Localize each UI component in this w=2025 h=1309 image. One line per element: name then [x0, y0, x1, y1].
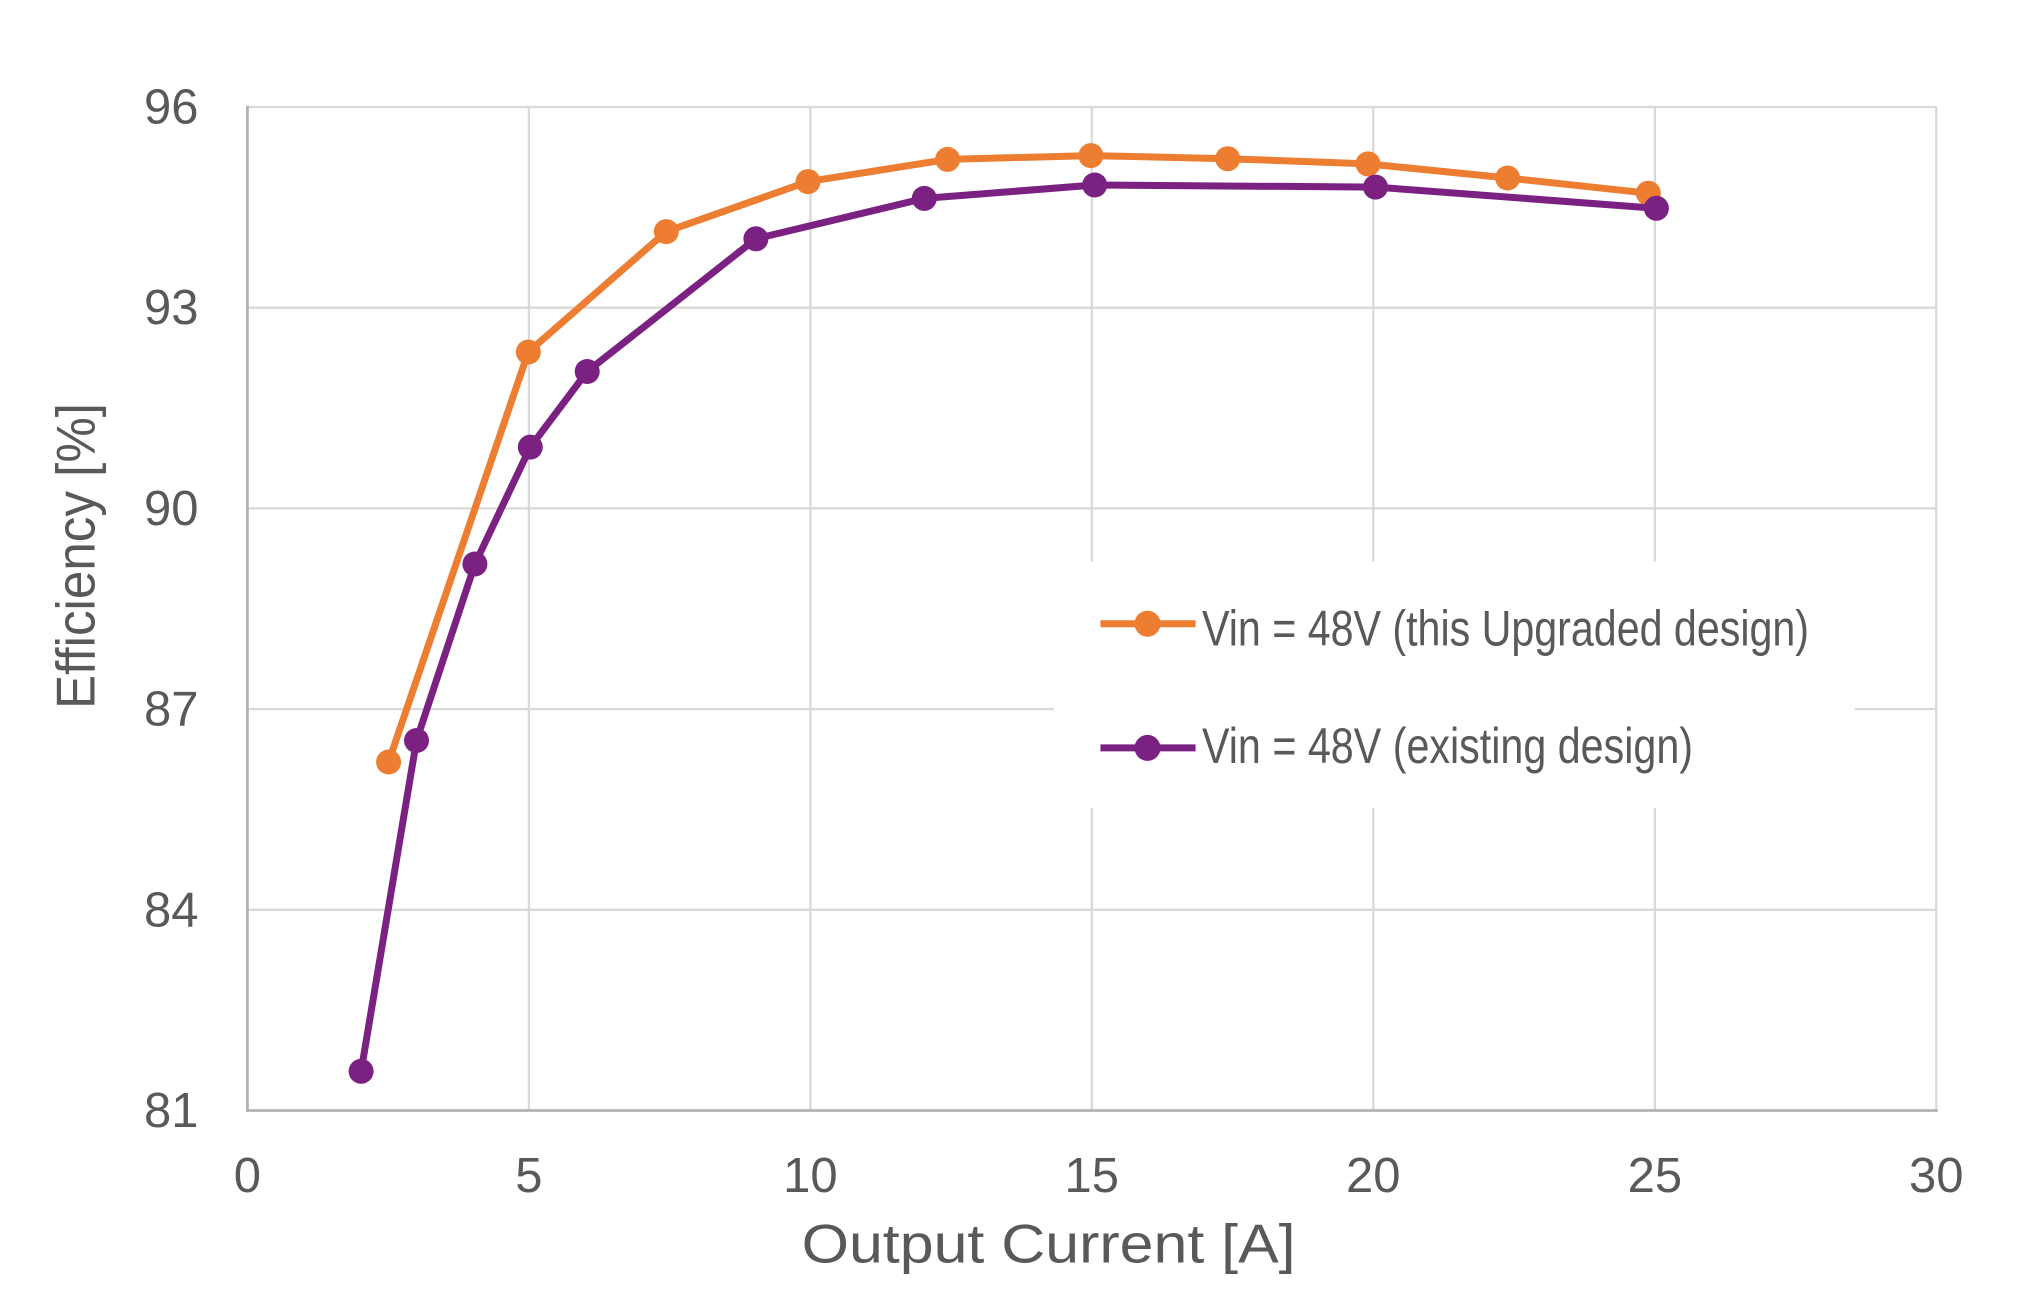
svg-text:Efficiency [%]: Efficiency [%] [45, 403, 107, 709]
svg-text:20: 20 [1346, 1149, 1401, 1203]
svg-text:81: 81 [144, 1084, 199, 1138]
svg-text:0: 0 [234, 1149, 261, 1203]
svg-text:90: 90 [144, 482, 199, 536]
svg-text:Vin = 48V (this Upgraded desig: Vin = 48V (this Upgraded design) [1202, 601, 1809, 657]
svg-text:84: 84 [144, 883, 199, 937]
svg-text:30: 30 [1909, 1149, 1964, 1203]
svg-text:10: 10 [783, 1149, 838, 1203]
svg-text:15: 15 [1065, 1149, 1120, 1203]
svg-text:87: 87 [144, 683, 199, 737]
svg-text:25: 25 [1628, 1149, 1683, 1203]
svg-text:5: 5 [515, 1149, 542, 1203]
svg-text:96: 96 [144, 81, 199, 135]
svg-text:Output Current [A]: Output Current [A] [802, 1213, 1296, 1275]
svg-text:Vin = 48V (existing design): Vin = 48V (existing design) [1202, 718, 1693, 774]
svg-text:93: 93 [144, 281, 199, 335]
